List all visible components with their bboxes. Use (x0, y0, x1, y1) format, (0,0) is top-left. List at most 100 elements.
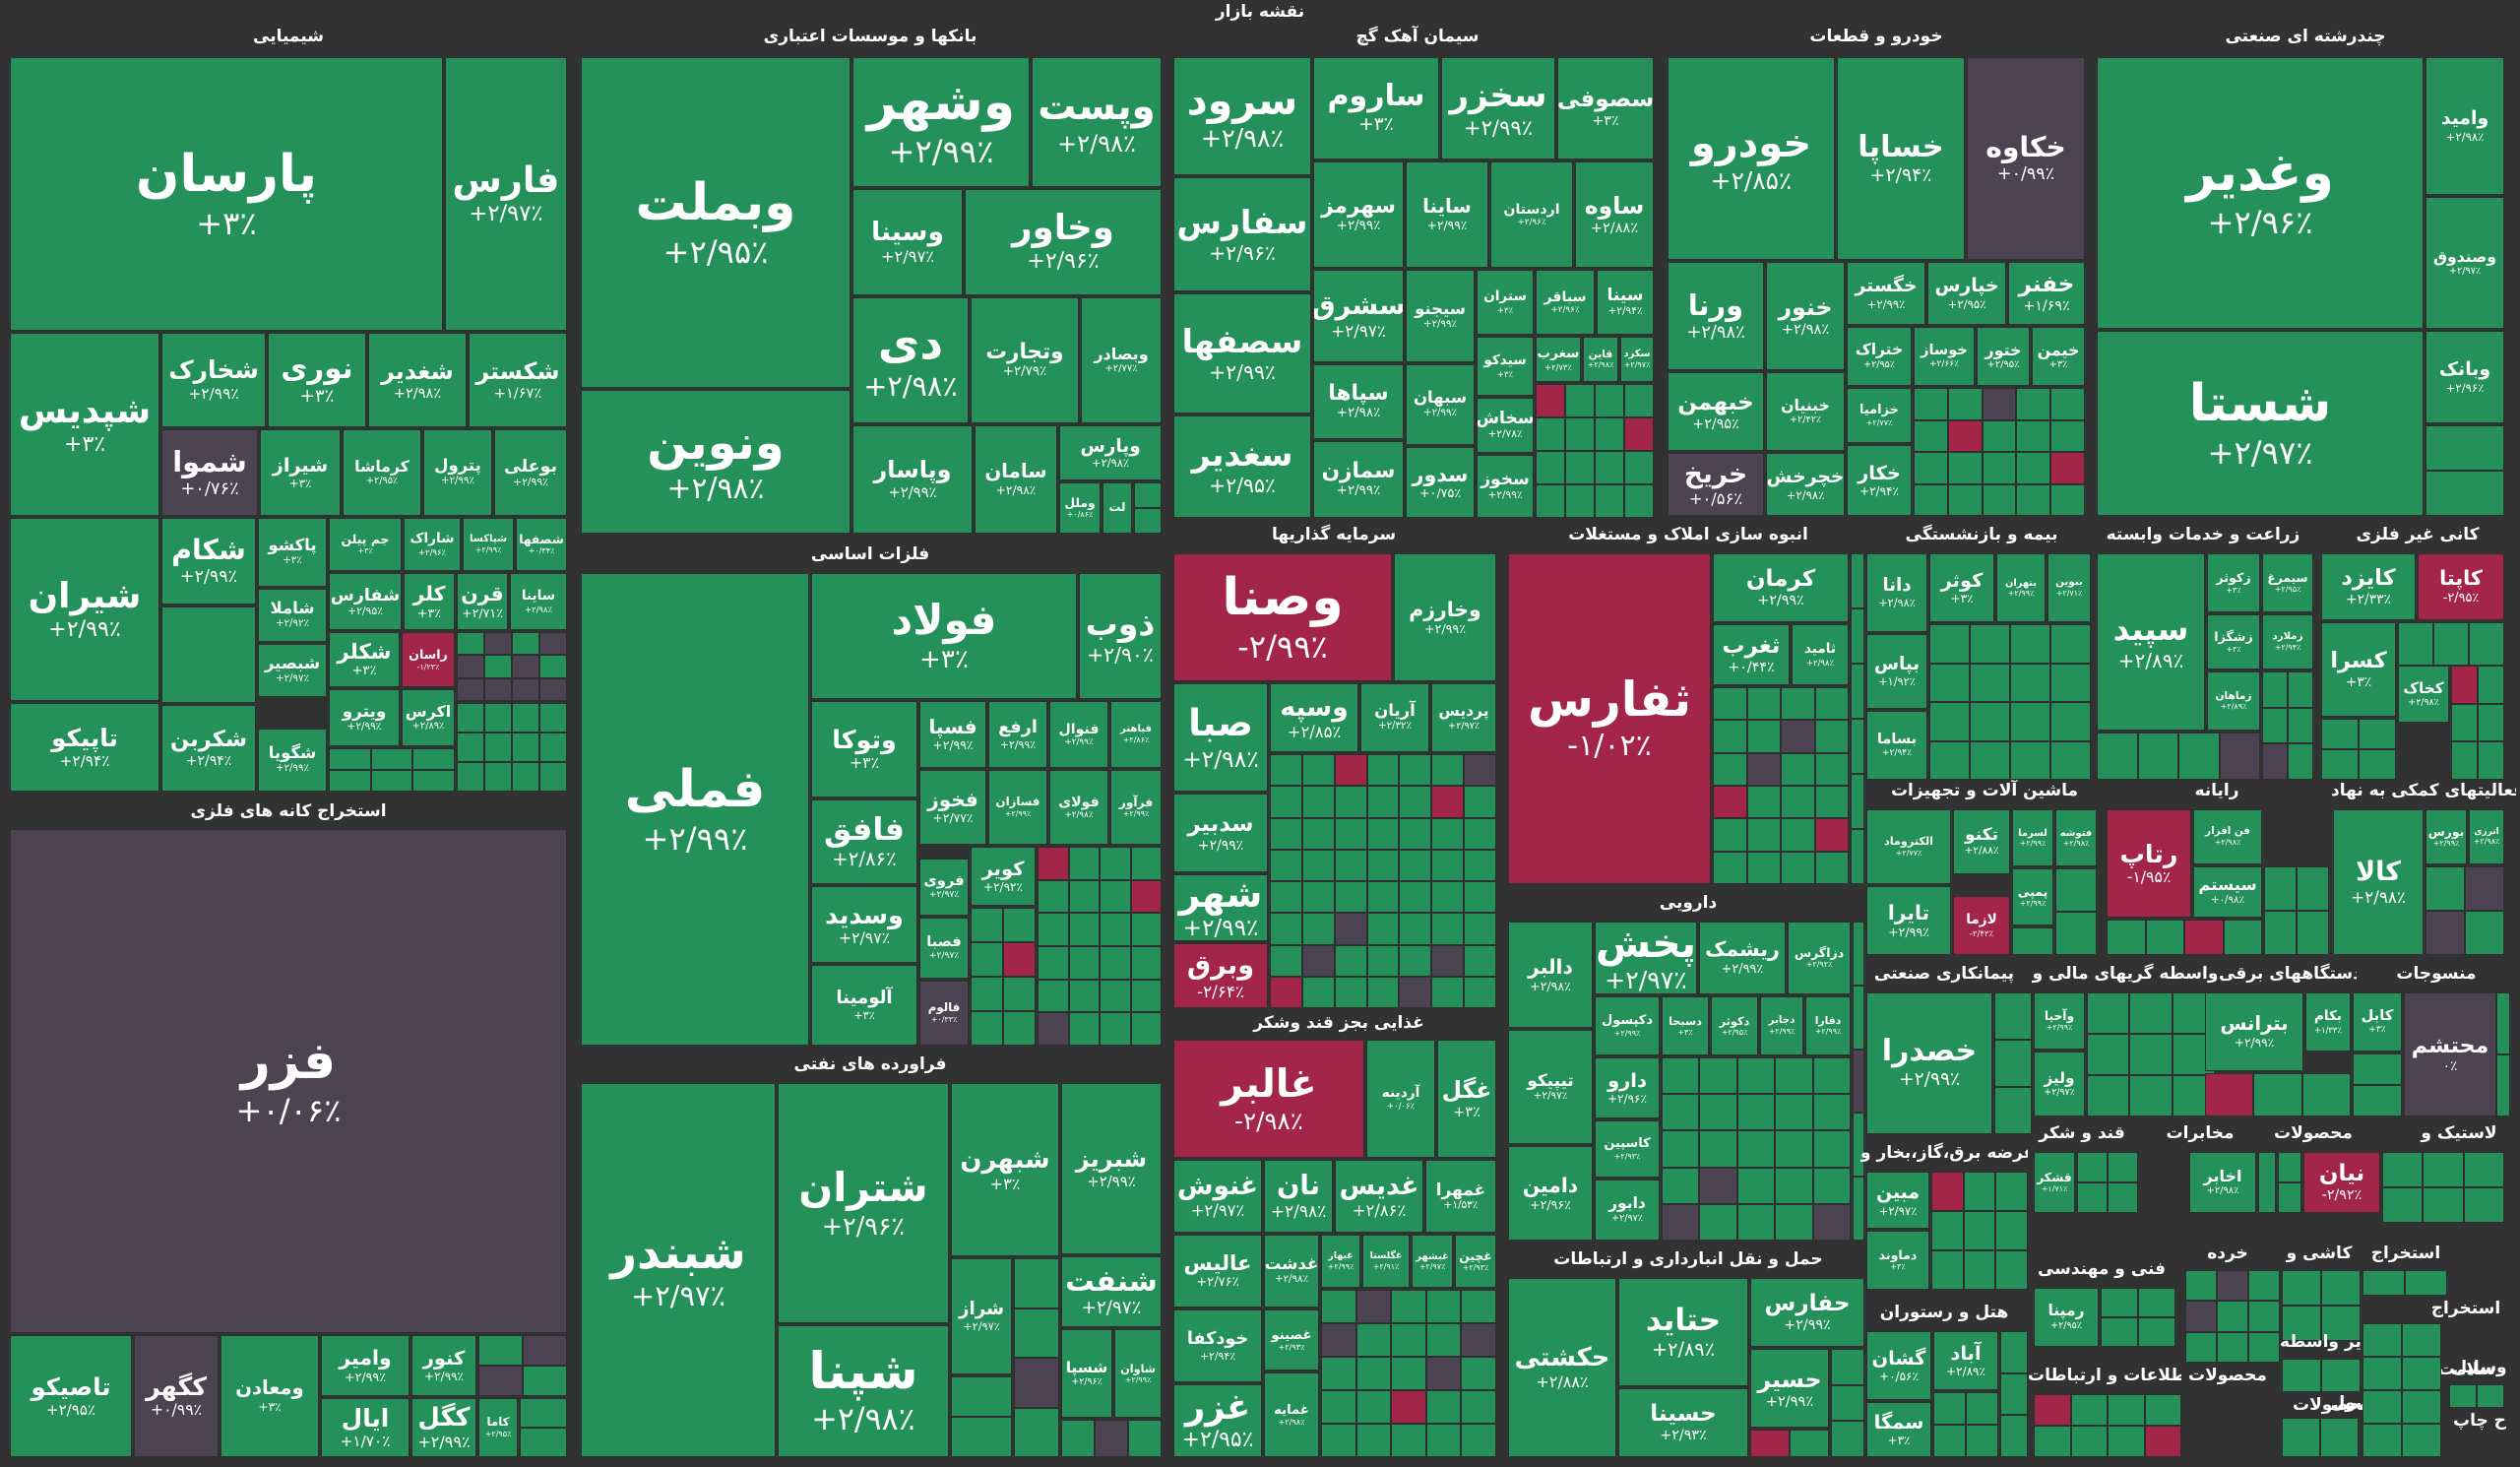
stock-tile[interactable]: وملل +۰/۸۶٪ (1059, 482, 1101, 534)
small-stock-tile[interactable] (2451, 703, 2478, 742)
stock-tile[interactable]: کایزد +۲/۳۳٪ (2321, 553, 2416, 620)
stock-tile[interactable]: سپاها +۲/۹۸٪ (1313, 364, 1404, 439)
small-stock-tile[interactable] (1270, 944, 1302, 977)
small-stock-tile[interactable] (520, 1428, 567, 1457)
small-stock-tile[interactable] (1713, 818, 1747, 852)
stock-tile[interactable]: سمازن +۲/۹۹٪ (1313, 441, 1404, 518)
stock-tile[interactable]: ومعادن +۳٪ (220, 1335, 319, 1457)
small-stock-tile[interactable] (1814, 818, 1849, 852)
stock-tile[interactable]: سدبیر +۲/۹۹٪ (1173, 794, 1268, 872)
stock-tile[interactable]: ختور +۲/۹۵٪ (1977, 327, 2030, 386)
small-stock-tile[interactable] (1431, 976, 1465, 1008)
small-stock-tile[interactable] (2382, 1152, 2424, 1187)
stock-tile[interactable]: فتوشه +۲/۹۸٪ (2055, 809, 2097, 866)
small-stock-tile[interactable] (412, 748, 455, 770)
stock-tile[interactable]: خودرو +۲/۸۵٪ (1668, 57, 1835, 260)
stock-tile[interactable]: رتاپ -۱/۹۵٪ (2107, 809, 2191, 918)
small-stock-tile[interactable] (1699, 1203, 1737, 1241)
stock-tile[interactable]: فصبا +۲/۹۷٪ (919, 918, 969, 979)
stock-tile[interactable]: شاملا +۲/۹۲٪ (258, 589, 327, 642)
small-stock-tile[interactable] (1947, 483, 1983, 516)
small-stock-tile[interactable] (1464, 976, 1496, 1008)
small-stock-tile[interactable] (1134, 482, 1162, 508)
small-stock-tile[interactable] (1366, 786, 1400, 818)
small-stock-tile[interactable] (1366, 913, 1400, 945)
small-stock-tile[interactable] (1100, 979, 1131, 1013)
small-stock-tile[interactable] (1662, 1094, 1700, 1131)
small-stock-tile[interactable] (1931, 1172, 1964, 1211)
stock-tile[interactable]: ساینا +۲/۹۹٪ (1406, 161, 1488, 268)
small-stock-tile[interactable] (2262, 743, 2288, 780)
stock-tile[interactable]: غنوش +۲/۹۷٪ (1173, 1160, 1262, 1233)
stock-tile[interactable]: پخش +۲/۹۷٪ (1595, 922, 1697, 994)
small-stock-tile[interactable] (457, 762, 484, 792)
stock-tile[interactable]: دالبر +۲/۹۸٪ (1508, 922, 1593, 1028)
stock-tile[interactable]: غالبر -۲/۹۸٪ (1173, 1040, 1364, 1158)
small-stock-tile[interactable] (1853, 1113, 1864, 1178)
stock-tile[interactable]: سیدکو +۳٪ (1477, 337, 1534, 396)
stock-tile[interactable]: شپنا +۲/۹۸٪ (778, 1325, 949, 1457)
stock-tile[interactable]: بورس +۲/۹۹٪ (2426, 809, 2467, 864)
stock-tile[interactable]: فافق +۲/۸۶٪ (811, 799, 917, 884)
small-stock-tile[interactable] (2282, 1418, 2320, 1457)
stock-tile[interactable]: خکار +۲/۹۴٪ (1847, 445, 1912, 516)
small-stock-tile[interactable] (2262, 671, 2288, 708)
stock-tile[interactable]: شخارک +۲/۹۹٪ (161, 333, 266, 427)
small-stock-tile[interactable] (1003, 908, 1036, 942)
stock-tile[interactable]: آردینه +۰/۰۶٪ (1366, 1040, 1435, 1158)
small-stock-tile[interactable] (1995, 1211, 2028, 1250)
stock-tile[interactable]: سصفها +۲/۹۹٪ (1173, 293, 1311, 414)
small-stock-tile[interactable] (1595, 384, 1624, 417)
small-stock-tile[interactable] (1100, 913, 1131, 946)
small-stock-tile[interactable] (1399, 881, 1432, 914)
small-stock-tile[interactable] (2144, 1394, 2181, 1426)
small-stock-tile[interactable] (1068, 1012, 1100, 1046)
small-stock-tile[interactable] (1536, 417, 1565, 451)
small-stock-tile[interactable] (1334, 817, 1367, 850)
stock-tile[interactable]: دماوند +۳٪ (1866, 1231, 1929, 1290)
small-stock-tile[interactable] (2138, 1317, 2175, 1347)
stock-tile[interactable]: اردستان +۲/۹۶٪ (1490, 161, 1573, 268)
small-stock-tile[interactable] (1431, 754, 1465, 787)
stock-tile[interactable]: لسرما +۲/۹۹٪ (2012, 809, 2053, 866)
small-stock-tile[interactable] (1565, 451, 1595, 484)
stock-tile[interactable]: محتشم ۰٪ (2404, 992, 2496, 1116)
small-stock-tile[interactable] (1713, 851, 1747, 884)
small-stock-tile[interactable] (1746, 818, 1781, 852)
small-stock-tile[interactable] (2185, 1270, 2217, 1302)
small-stock-tile[interactable] (2050, 740, 2091, 780)
stock-tile[interactable]: وخاور +۲/۹۶٪ (965, 189, 1162, 295)
stock-tile[interactable]: شاوان +۲/۹۹٪ (1114, 1329, 1162, 1418)
small-stock-tile[interactable] (2108, 1152, 2138, 1182)
small-stock-tile[interactable] (2137, 733, 2178, 780)
stock-tile[interactable]: دکپسول +۲/۹۹٪ (1595, 996, 1660, 1055)
stock-tile[interactable]: ساروم +۳٪ (1313, 57, 1439, 159)
small-stock-tile[interactable] (1334, 881, 1367, 914)
stock-tile[interactable]: خیمن +۳٪ (2032, 327, 2085, 386)
small-stock-tile[interactable] (1431, 881, 1465, 914)
small-stock-tile[interactable] (1736, 1094, 1776, 1131)
small-stock-tile[interactable] (1736, 1057, 1776, 1095)
small-stock-tile[interactable] (1995, 1250, 2028, 1290)
small-stock-tile[interactable] (2321, 1306, 2361, 1341)
stock-tile[interactable]: وپاسار +۲/۹۹٪ (852, 425, 973, 534)
stock-tile[interactable]: شبهرن +۳٪ (951, 1083, 1059, 1256)
small-stock-tile[interactable] (2478, 703, 2504, 742)
small-stock-tile[interactable] (1003, 977, 1036, 1011)
stock-tile[interactable]: سباقر +۲/۹۶٪ (1536, 270, 1595, 335)
small-stock-tile[interactable] (2278, 1182, 2301, 1213)
stock-tile[interactable]: ارفع +۲/۹۹٪ (988, 701, 1047, 768)
small-stock-tile[interactable] (1914, 483, 1948, 516)
small-stock-tile[interactable] (523, 1335, 567, 1366)
small-stock-tile[interactable] (484, 733, 512, 762)
small-stock-tile[interactable] (1003, 1011, 1036, 1046)
small-stock-tile[interactable] (2129, 992, 2173, 1034)
small-stock-tile[interactable] (1699, 1057, 1737, 1095)
stock-tile[interactable]: حکشتی +۲/۸۸٪ (1508, 1278, 1616, 1457)
stock-tile[interactable]: سخزر +۲/۹۹٪ (1441, 57, 1555, 159)
stock-tile[interactable]: شسپا +۲/۹۶٪ (1061, 1329, 1112, 1418)
stock-tile[interactable]: سخوز +۲/۹۹٪ (1477, 455, 1534, 518)
stock-tile[interactable]: شبندر +۲/۹۷٪ (581, 1083, 776, 1457)
small-stock-tile[interactable] (1812, 1057, 1851, 1095)
small-stock-tile[interactable] (1464, 881, 1496, 914)
